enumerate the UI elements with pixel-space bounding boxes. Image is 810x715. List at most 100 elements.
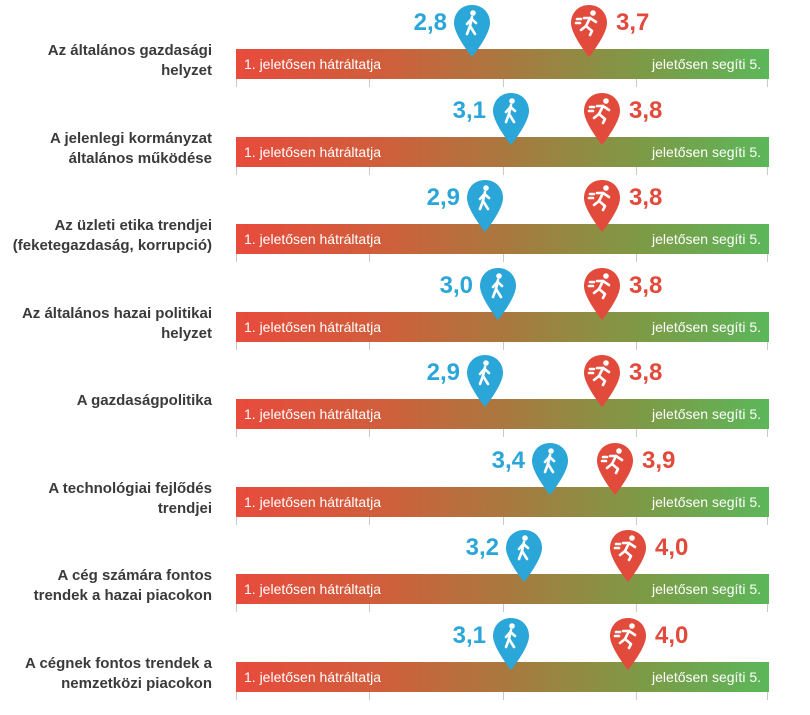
blue-value-label: 3,4: [491, 446, 525, 474]
scale-right-label: jeletősen segíti 5.: [652, 581, 761, 597]
row-label: A cégnek fontos trendek a nemzetközi pia…: [25, 654, 212, 692]
scale-right-label: jeletősen segíti 5.: [652, 318, 761, 335]
scale-tick: [502, 429, 504, 437]
scale-tick: [502, 79, 504, 87]
blue-value-label: 3,0: [439, 271, 473, 299]
scale-tick: [236, 429, 237, 437]
scale-tick: [635, 341, 637, 350]
scale-tick: [502, 691, 504, 700]
scale-tick: [236, 516, 237, 525]
scale-bar: 1. jeletősen hátráltatja jeletősen segíti…: [236, 486, 769, 517]
row-label: A technológiai fejlődés trendjei: [48, 479, 212, 517]
scale-right-label: jeletősen segíti 5.: [652, 493, 761, 510]
row-label: A gazdaságpolitika: [76, 392, 212, 409]
scale-tick: [369, 341, 371, 350]
row-label: Az általános gazdasági helyzet: [47, 42, 212, 79]
scale-left-label: 1. jeletősen hátráltatja: [244, 56, 381, 72]
walking-person-icon: [453, 4, 491, 58]
row-label: Az üzleti etika trendjei (feketegazdaság…: [12, 217, 212, 254]
scale-tick: [502, 604, 504, 612]
walking-person-icon: [466, 354, 504, 408]
scale-tick: [369, 79, 371, 87]
blue-value-label: 3,2: [465, 534, 499, 561]
scale-left-label: 1. jeletősen hátráltatja: [244, 668, 381, 685]
scale-bar: 1. jeletősen hátráltatja jeletősen segíti…: [236, 661, 769, 692]
running-person-icon: [583, 354, 621, 408]
scale-right-label: jeletősen segíti 5.: [652, 231, 761, 247]
scale-left-label: 1. jeletősen hátráltatja: [244, 143, 381, 160]
scale-left-label: 1. jeletősen hátráltatja: [244, 231, 381, 247]
blue-value-label: 3,1: [452, 96, 486, 124]
red-value-label: 3,8: [629, 184, 663, 211]
red-value-label: 3,8: [629, 96, 663, 124]
scale-tick: [236, 166, 237, 175]
scale-bar: 1. jeletősen hátráltatja jeletősen segíti…: [236, 311, 769, 342]
scale-tick: [502, 166, 504, 175]
scale-left-label: 1. jeletősen hátráltatja: [244, 406, 381, 422]
scale-tick: [502, 341, 504, 350]
scale-right-label: jeletősen segíti 5.: [652, 143, 761, 160]
walking-person-icon: [479, 267, 517, 321]
scale-bar: 1. jeletősen hátráltatja jeletősen segíti…: [236, 224, 769, 254]
scale-tick: [369, 166, 371, 175]
walking-person-icon: [505, 529, 543, 583]
blue-value-label: 2,8: [413, 9, 447, 36]
scale-tick: [635, 166, 637, 175]
blue-value-label: 2,9: [426, 184, 460, 211]
scale-tick: [236, 254, 237, 262]
scale-right-label: jeletősen segíti 5.: [652, 56, 761, 72]
scale-right-label: jeletősen segíti 5.: [652, 668, 761, 685]
blue-value-label: 3,1: [452, 621, 486, 649]
scale-tick: [502, 254, 504, 262]
scale-tick: [369, 604, 371, 612]
scale-left-label: 1. jeletősen hátráltatja: [244, 581, 381, 597]
scale-tick: [635, 254, 637, 262]
red-value-label: 3,9: [642, 446, 676, 474]
scale-left-label: 1. jeletősen hátráltatja: [244, 318, 381, 335]
scale-tick: [767, 254, 768, 262]
scale-bar: 1. jeletősen hátráltatja jeletősen segíti…: [236, 136, 769, 167]
scale-tick: [236, 604, 237, 612]
scale-tick: [236, 691, 237, 700]
blue-value-label: 2,9: [426, 359, 460, 386]
scale-tick: [767, 429, 768, 437]
scale-tick: [635, 691, 637, 700]
red-value-label: 4,0: [655, 534, 689, 561]
scale-tick: [502, 516, 504, 525]
running-person-icon: [609, 529, 647, 583]
running-person-icon: [570, 4, 608, 58]
row-label: A jelenlegi kormányzat általános működés…: [50, 129, 212, 167]
scale-tick: [635, 429, 637, 437]
scale-tick: [369, 254, 371, 262]
scale-tick: [767, 516, 768, 525]
red-value-label: 3,8: [629, 359, 663, 386]
running-person-icon: [583, 92, 621, 146]
running-person-icon: [596, 442, 634, 496]
scale-tick: [767, 604, 768, 612]
scale-right-label: jeletősen segíti 5.: [652, 406, 761, 422]
walking-person-icon: [466, 179, 504, 233]
scale-tick: [767, 691, 768, 700]
walking-person-icon: [492, 617, 530, 671]
row-label: Az általános hazai politikai helyzet: [21, 304, 212, 342]
scale-tick: [369, 691, 371, 700]
red-value-label: 4,0: [655, 621, 689, 649]
scale-tick: [767, 341, 768, 350]
walking-person-icon: [492, 92, 530, 146]
scale-tick: [767, 79, 768, 87]
scale-left-label: 1. jeletősen hátráltatja: [244, 493, 381, 510]
scale-tick: [635, 604, 637, 612]
row-label: A cég számára fontos trendek a hazai pia…: [33, 567, 212, 604]
scale-bar: 1. jeletősen hátráltatja jeletősen segíti…: [236, 49, 769, 79]
red-value-label: 3,8: [629, 271, 663, 299]
running-person-icon: [609, 617, 647, 671]
scale-tick: [369, 516, 371, 525]
running-person-icon: [583, 179, 621, 233]
scale-tick: [635, 516, 637, 525]
scale-bar: 1. jeletősen hátráltatja jeletősen segíti…: [236, 574, 769, 604]
red-value-label: 3,7: [616, 9, 650, 36]
running-person-icon: [583, 267, 621, 321]
scale-tick: [369, 429, 371, 437]
scale-tick: [236, 341, 237, 350]
